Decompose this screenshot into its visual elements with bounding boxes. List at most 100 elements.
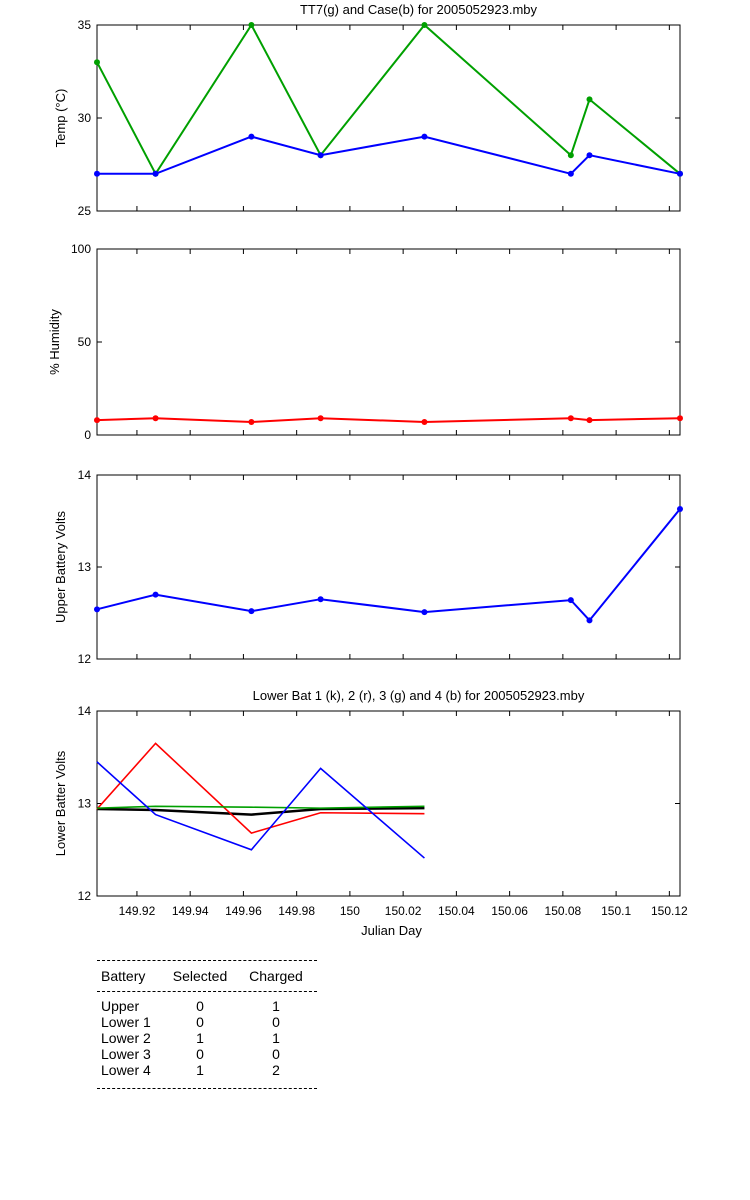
x-tick-label: 150.04 (438, 904, 475, 918)
cell-battery: Lower 3 (101, 1046, 151, 1062)
y-tick-label: 14 (78, 468, 92, 482)
data-point (317, 596, 324, 603)
y-tick-label: 13 (78, 797, 92, 811)
cell-selected: 0 (196, 1046, 204, 1062)
cell-charged: 2 (272, 1062, 280, 1078)
table-row: Lower 4 1 2 (97, 1062, 317, 1078)
data-point (317, 152, 324, 159)
plot-frame (96, 710, 681, 897)
y-tick-label: 50 (78, 335, 92, 349)
x-axis-label: Julian Day (361, 923, 422, 938)
cell-selected: 1 (196, 1030, 204, 1046)
y-tick-label: 14 (78, 704, 92, 718)
data-point (421, 418, 428, 425)
data-point (248, 418, 255, 425)
data-point (248, 133, 255, 140)
data-point (677, 506, 683, 513)
y-tick-label: 12 (78, 889, 92, 903)
header-selected: Selected (172, 968, 228, 984)
data-point (317, 415, 324, 422)
data-point (421, 609, 428, 616)
x-tick-label: 149.92 (119, 904, 156, 918)
plot-frame (96, 248, 681, 436)
series-line (97, 135, 681, 175)
data-point (94, 417, 100, 424)
cell-battery: Lower 2 (101, 1030, 151, 1046)
y-tick-label: 30 (78, 111, 92, 125)
data-point (567, 170, 574, 177)
series-line (96, 417, 681, 423)
data-point (677, 415, 683, 422)
data-point (586, 417, 593, 424)
data-point (94, 59, 100, 66)
y-tick-label: 13 (78, 560, 92, 574)
y-tick-label: 35 (78, 18, 92, 32)
series-line (96, 806, 425, 816)
data-point (586, 152, 593, 159)
table-divider (97, 1088, 317, 1089)
x-tick-label: 150.12 (651, 904, 688, 918)
y-axis-label: Lower Batter Volts (53, 750, 68, 856)
header-battery: Battery (101, 968, 146, 984)
cell-charged: 1 (272, 998, 280, 1014)
plot-frame (96, 24, 681, 212)
cell-battery: Lower 1 (101, 1014, 151, 1030)
data-point (94, 170, 100, 177)
x-tick-label: 150.08 (545, 904, 582, 918)
data-point (586, 96, 593, 103)
data-point (567, 415, 574, 422)
cell-selected: 0 (196, 998, 204, 1014)
y-axis-label: Temp (°C) (53, 89, 68, 148)
chart-panel-4: 12 13 14 Lower Batter Volts Lower Bat 1 (k),… (53, 688, 688, 938)
data-point (248, 608, 255, 615)
battery-status-table: Battery Selected Charged Upper 0 1 Lower… (97, 960, 317, 1089)
data-point (567, 152, 574, 159)
cell-charged: 0 (272, 1046, 280, 1062)
cell-selected: 0 (196, 1014, 204, 1030)
y-axis-label: % Humidity (47, 309, 62, 375)
x-tick-label: 150 (340, 904, 360, 918)
y-tick-label: 0 (84, 428, 91, 442)
table-divider (97, 960, 317, 961)
data-point (152, 591, 159, 598)
y-tick-label: 12 (78, 652, 92, 666)
data-point (152, 415, 159, 422)
y-axis-label: Upper Battery Volts (53, 511, 68, 623)
cell-battery: Lower 4 (101, 1062, 151, 1078)
cell-charged: 1 (272, 1030, 280, 1046)
y-tick-label: 25 (78, 204, 92, 218)
table-body: Upper 0 1 Lower 1 0 0 Lower 2 1 1 Lower … (97, 992, 317, 1088)
chart-panel-3: 12 13 14 Upper Battery Volts (53, 468, 683, 666)
x-tick-label: 150.06 (491, 904, 528, 918)
data-point (248, 22, 255, 28)
series-line (96, 742, 425, 834)
table-row: Lower 2 1 1 (97, 1030, 317, 1046)
table-row: Upper 0 1 (97, 998, 317, 1014)
chart-panel-2: 0 50 100 % Humidity (47, 242, 683, 442)
table-header-row: Battery Selected Charged (97, 961, 317, 991)
table-row: Lower 3 0 0 (97, 1046, 317, 1062)
data-point (586, 617, 593, 624)
x-tick-label: 149.94 (172, 904, 209, 918)
x-tick-label: 149.96 (225, 904, 262, 918)
series-line (96, 23, 681, 176)
header-charged: Charged (249, 968, 303, 984)
series-line (96, 508, 681, 622)
series-line (96, 805, 425, 809)
data-point (152, 170, 159, 177)
cell-battery: Upper (101, 998, 140, 1014)
cell-selected: 1 (196, 1062, 204, 1078)
data-point (567, 597, 574, 604)
series-line (96, 761, 425, 859)
cell-charged: 0 (272, 1014, 280, 1030)
table-divider (97, 991, 317, 992)
chart-panel-1: 25 30 35 Temp (°C) TT7(g) and Case(b) for 20… (53, 2, 683, 218)
data-point (677, 170, 683, 177)
data-point (421, 133, 428, 140)
y-tick-label: 100 (71, 242, 91, 256)
data-point (94, 606, 100, 613)
chart-title: Lower Bat 1 (k), 2 (r), 3 (g) and 4 (b) … (253, 688, 585, 703)
x-tick-label: 150.02 (385, 904, 422, 918)
x-tick-label: 149.98 (278, 904, 315, 918)
